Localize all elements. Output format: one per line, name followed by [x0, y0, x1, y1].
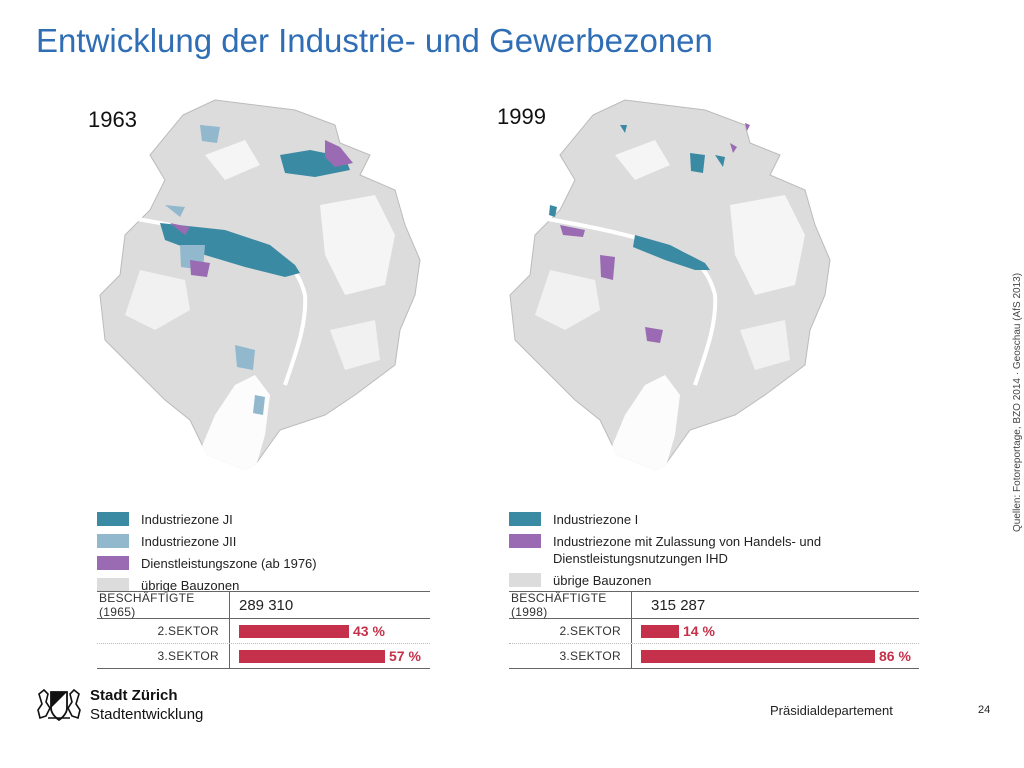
sector-percent-label: 86 % [879, 647, 911, 664]
sector-percent-label: 14 % [683, 622, 715, 639]
lake [602, 375, 680, 470]
sector-label: 3.SEKTOR [157, 649, 219, 663]
sector-label: 3.SEKTOR [559, 649, 621, 663]
services-b [190, 260, 210, 277]
legend-label: Industriezone I [553, 512, 639, 527]
industry-JII-e [165, 205, 185, 217]
city-outline [509, 99, 831, 470]
legend-swatch [509, 534, 541, 548]
legend-1963: Industriezone JI Industriezone JII Diens… [97, 511, 317, 599]
org-name: Stadt Zürich [90, 687, 178, 704]
industry-JII-b [235, 345, 255, 370]
sector-bar [239, 624, 349, 638]
forest-4 [330, 320, 380, 370]
stats-header-row: BESCHÄFTIGTE (1965) 289 310 [97, 591, 430, 619]
forest-3 [615, 140, 670, 180]
legend-label: Industriezone JII [141, 534, 237, 549]
sector-percent-label: 57 % [389, 647, 421, 664]
stats-header-label: BESCHÄFTIGTE (1965) [99, 591, 195, 619]
org-unit: Stadtentwicklung [90, 706, 204, 723]
legend-swatch [97, 556, 129, 570]
employment-stats-1998: BESCHÄFTIGTE (1998) 315 287 2.SEKTOR 14 … [509, 591, 919, 669]
legend-item: übrige Bauzonen [509, 572, 839, 589]
stats-sector-row: 3.SEKTOR 86 % [509, 644, 919, 669]
industry-I-north [690, 153, 705, 173]
legend-item: Industriezone mit Zulassung von Handels-… [509, 533, 839, 567]
year-label-left: 1963 [88, 107, 137, 132]
stats-separator [631, 592, 632, 618]
industry-JII-c [253, 395, 265, 415]
stats-header-row: BESCHÄFTIGTE (1998) 315 287 [509, 591, 919, 619]
stats-sector-row: 3.SEKTOR 57 % [97, 644, 430, 669]
industry-I-a [715, 155, 725, 167]
zurich-coat-of-arms-logo [37, 688, 81, 722]
forest-3 [205, 140, 260, 180]
stats-header-value: 315 287 [651, 596, 706, 614]
sector-percent-label: 43 % [353, 622, 385, 639]
org-block: Stadt Zürich Stadtentwicklung [90, 687, 203, 723]
sector-bar [641, 624, 679, 638]
year-label-right: 1999 [497, 104, 546, 129]
ihd-b [645, 327, 663, 343]
ihd-d [730, 143, 737, 153]
legend-swatch [97, 534, 129, 548]
ihd-c [560, 225, 585, 237]
legend-item: Industriezone I [509, 511, 839, 528]
forest-1 [320, 195, 395, 295]
stats-separator [631, 644, 632, 668]
legend-item: Industriezone JI [97, 511, 317, 528]
stats-sector-row: 2.SEKTOR 43 % [97, 619, 430, 644]
legend-swatch [97, 512, 129, 526]
legend-label: Industriezone JI [141, 512, 233, 527]
employment-stats-1965: BESCHÄFTIGTE (1965) 289 310 2.SEKTOR 43 … [97, 591, 430, 669]
sector-bar-track: 57 % [239, 647, 424, 664]
forest-4 [740, 320, 790, 370]
forest-1 [730, 195, 805, 295]
stats-header-label: BESCHÄFTIGTE (1998) [511, 591, 607, 619]
source-note: Quellen: Fotoreportage, BZO 2014 · Geosc… [1012, 272, 1023, 532]
legend-label: Dienstleistungszone (ab 1976) [141, 556, 317, 571]
stats-separator [229, 644, 230, 668]
industry-I-b [549, 205, 557, 217]
industry-I-c [620, 125, 627, 133]
ihd-a [600, 255, 615, 280]
forest-2 [535, 270, 600, 330]
sector-bar [239, 649, 385, 663]
legend-swatch [509, 512, 541, 526]
legend-swatch [97, 578, 129, 592]
stats-separator [631, 619, 632, 643]
sector-bar-track: 14 % [641, 622, 913, 639]
services-a [325, 140, 353, 167]
page-number: 24 [978, 704, 991, 716]
stats-header-value: 289 310 [239, 596, 294, 614]
map-1999 [509, 99, 831, 470]
services-c [170, 223, 190, 235]
sector-bar-track: 43 % [239, 622, 424, 639]
stats-separator [229, 592, 230, 618]
lake [192, 375, 270, 470]
stats-separator [229, 619, 230, 643]
legend-label: übrige Bauzonen [553, 573, 652, 588]
legend-swatch [509, 573, 541, 587]
stats-sector-row: 2.SEKTOR 14 % [509, 619, 919, 644]
industry-JI-main [160, 223, 300, 277]
city-outline [99, 99, 421, 470]
sector-bar-track: 86 % [641, 647, 913, 664]
ihd-e [745, 123, 750, 131]
legend-1999: Industriezone I Industriezone mit Zulass… [509, 511, 839, 594]
legend-label: Industriezone mit Zulassung von Handels-… [553, 534, 822, 566]
legend-label: übrige Bauzonen [141, 578, 240, 593]
sector-bar [641, 649, 875, 663]
page-title: Entwicklung der Industrie- und Gewerbezo… [36, 22, 713, 59]
legend-item: Industriezone JII [97, 533, 317, 550]
department-label: Präsidialdepartement [770, 703, 893, 718]
sector-label: 2.SEKTOR [157, 624, 219, 638]
industry-JII-a [200, 125, 220, 143]
forest-2 [125, 270, 190, 330]
legend-item: Dienstleistungszone (ab 1976) [97, 555, 317, 572]
sector-label: 2.SEKTOR [559, 624, 621, 638]
industry-I-main [633, 235, 710, 270]
legend-item: übrige Bauzonen [97, 577, 317, 594]
map-1963 [99, 99, 421, 470]
